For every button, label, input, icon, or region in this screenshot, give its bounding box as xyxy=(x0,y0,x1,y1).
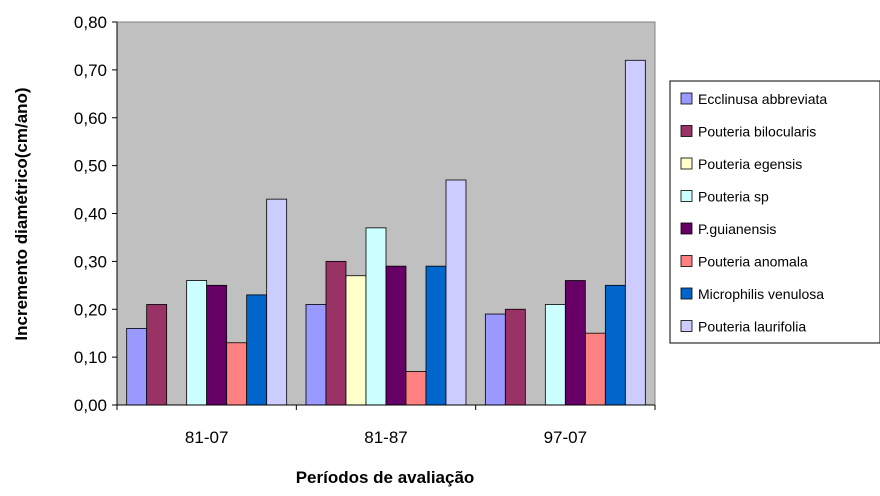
legend-swatch xyxy=(680,125,693,137)
bar xyxy=(226,342,248,406)
bar xyxy=(405,371,427,406)
legend-label: Ecclinusa abbreviata xyxy=(698,91,827,107)
bar xyxy=(564,280,586,406)
legend-label: P.guianensis xyxy=(698,221,776,237)
legend-swatch xyxy=(680,255,693,267)
y-tick-label: 0,70 xyxy=(74,61,107,80)
legend-label: Pouteria anomala xyxy=(698,254,808,270)
bar xyxy=(604,284,626,406)
legend-swatch xyxy=(680,190,693,202)
y-tick-label: 0,40 xyxy=(74,205,107,224)
y-tick-label: 0,20 xyxy=(74,300,107,319)
legend-swatch xyxy=(680,157,693,170)
bar xyxy=(206,284,228,406)
y-tick-label: 0,00 xyxy=(74,396,107,415)
bar xyxy=(544,304,566,406)
legend-label: Microphilis venulosa xyxy=(698,286,824,302)
bar xyxy=(126,327,148,406)
legend-label: Pouteria sp xyxy=(698,189,769,205)
x-axis-label: Períodos de avaliação xyxy=(296,468,475,487)
bar xyxy=(425,265,447,406)
axes-layer: 0,00 0,10 0,20 0,30 0,40 0,50 0,60 0,70 0,80 81-0… xyxy=(74,13,656,447)
bar xyxy=(146,304,168,406)
y-tick-label: 0,80 xyxy=(74,13,107,32)
bar xyxy=(266,198,288,406)
legend-swatch xyxy=(680,92,693,105)
y-tick-label: 0,30 xyxy=(74,252,107,271)
y-axis-label: Incremento diamétrico(cm/ano) xyxy=(12,87,31,340)
bar xyxy=(445,179,467,406)
legend-swatch xyxy=(680,320,693,332)
y-tick-label: 0,10 xyxy=(74,348,107,367)
legend-box xyxy=(669,80,880,344)
bar xyxy=(584,332,606,406)
y-tick-label: 0,60 xyxy=(74,109,107,128)
legend-swatch xyxy=(680,222,693,235)
x-tick-label: 81-87 xyxy=(364,428,407,447)
legend: Ecclinusa abbreviata Pouteria bilocularis… xyxy=(669,80,880,344)
x-tick-label: 97-07 xyxy=(544,428,587,447)
x-tick-label: 81-07 xyxy=(185,428,228,447)
bar xyxy=(345,275,367,406)
legend-swatch xyxy=(680,287,693,300)
bar xyxy=(246,294,268,406)
bar xyxy=(624,59,646,406)
bar xyxy=(385,265,407,406)
bar xyxy=(365,227,387,406)
bar xyxy=(504,308,526,406)
legend-label: Pouteria egensis xyxy=(698,156,802,172)
bar xyxy=(325,260,347,406)
legend-label: Pouteria bilocularis xyxy=(698,124,816,140)
bars-layer xyxy=(126,59,646,406)
bar xyxy=(305,304,327,406)
bar xyxy=(484,313,506,406)
y-tick-label: 0,50 xyxy=(74,157,107,176)
bar xyxy=(186,280,208,406)
legend-label: Pouteria laurifolia xyxy=(698,319,806,335)
